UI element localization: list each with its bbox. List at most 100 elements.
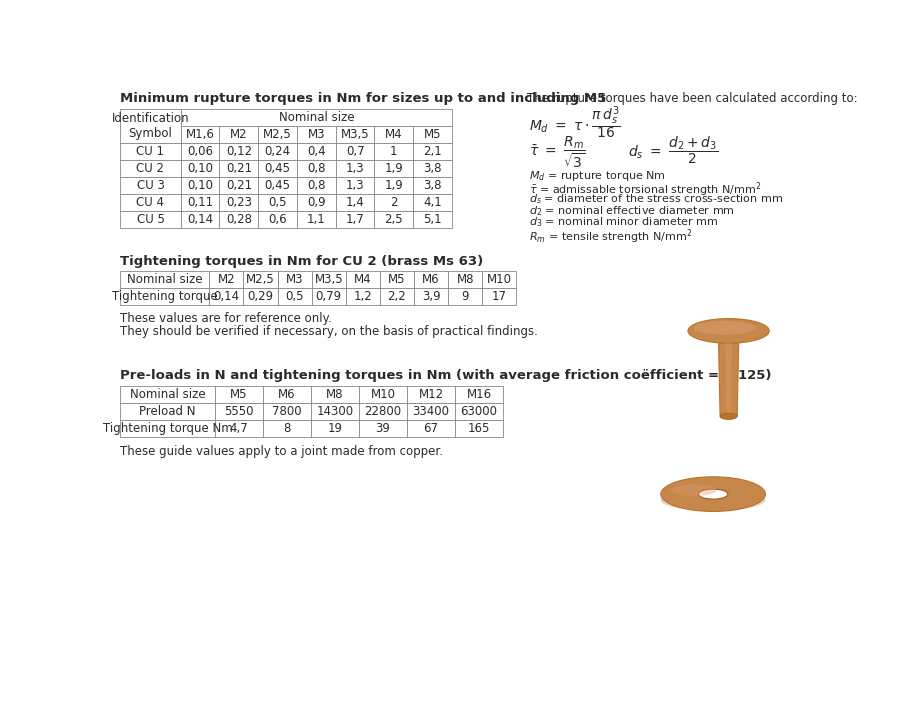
Text: $d_3$ = nominal minor diameter mm: $d_3$ = nominal minor diameter mm — [528, 215, 718, 229]
Bar — [181, 211, 220, 228]
Text: 0,24: 0,24 — [265, 145, 291, 158]
Text: $\bar{\tau}$ = admissable torsional strength N/mm$^2$: $\bar{\tau}$ = admissable torsional stre… — [528, 181, 761, 199]
Bar — [359, 403, 407, 420]
Bar — [220, 194, 258, 211]
Bar — [121, 109, 181, 143]
Text: M2,5: M2,5 — [263, 128, 292, 141]
Text: 3,8: 3,8 — [423, 162, 442, 175]
Text: 0,21: 0,21 — [226, 162, 252, 175]
Bar — [359, 386, 407, 403]
Text: 0,14: 0,14 — [187, 213, 213, 226]
Text: $M_d\ =\ \tau\cdot\dfrac{\pi\,d_s^3}{16}$: $M_d\ =\ \tau\cdot\dfrac{\pi\,d_s^3}{16}… — [528, 105, 620, 141]
Text: M2: M2 — [230, 128, 248, 141]
Text: 17: 17 — [491, 290, 507, 303]
Bar — [346, 288, 380, 305]
Text: 1,7: 1,7 — [346, 213, 365, 226]
Bar — [181, 126, 220, 143]
Text: 0,29: 0,29 — [248, 290, 274, 303]
Text: Tightening torque: Tightening torque — [112, 290, 218, 303]
Bar — [244, 271, 277, 288]
Text: M3,5: M3,5 — [314, 272, 343, 286]
Bar — [482, 288, 517, 305]
Text: M2,5: M2,5 — [246, 272, 274, 286]
Text: 0,8: 0,8 — [307, 179, 326, 192]
Text: The rupture torques have been calculated according to:: The rupture torques have been calculated… — [527, 92, 858, 105]
Text: M6: M6 — [278, 389, 296, 402]
Text: 1,9: 1,9 — [384, 179, 403, 192]
Text: These values are for reference only.: These values are for reference only. — [121, 313, 332, 326]
Text: 0,21: 0,21 — [226, 179, 252, 192]
Text: Minimum rupture torques in Nm for sizes up to and including M5: Minimum rupture torques in Nm for sizes … — [121, 92, 607, 105]
Text: M8: M8 — [326, 389, 344, 402]
Bar — [374, 177, 413, 194]
Bar — [121, 271, 210, 288]
Text: 0,45: 0,45 — [265, 179, 291, 192]
Text: 22800: 22800 — [364, 405, 401, 418]
Bar — [346, 271, 380, 288]
Bar — [413, 177, 452, 194]
Ellipse shape — [698, 489, 728, 499]
Bar — [374, 126, 413, 143]
Bar — [121, 194, 181, 211]
Text: $d_s\ =\ \dfrac{d_2+d_3}{2}$: $d_s\ =\ \dfrac{d_2+d_3}{2}$ — [628, 135, 718, 166]
Bar — [414, 271, 448, 288]
Text: 39: 39 — [375, 422, 391, 435]
Bar — [413, 194, 452, 211]
Bar — [121, 288, 210, 305]
Bar — [258, 211, 297, 228]
Text: M5: M5 — [424, 128, 441, 141]
Bar — [336, 143, 374, 160]
Text: M4: M4 — [354, 272, 372, 286]
Text: 1,9: 1,9 — [384, 162, 403, 175]
Text: Nominal size: Nominal size — [130, 389, 205, 402]
Bar — [455, 420, 503, 437]
Text: $M_d$ = rupture torque Nm: $M_d$ = rupture torque Nm — [528, 169, 665, 184]
Bar — [448, 271, 482, 288]
Bar — [121, 420, 215, 437]
Bar — [413, 143, 452, 160]
Bar — [121, 386, 215, 403]
Text: 1,3: 1,3 — [346, 162, 365, 175]
Text: Tightening torque Nm: Tightening torque Nm — [103, 422, 232, 435]
Text: 0,45: 0,45 — [265, 162, 291, 175]
Text: 0,11: 0,11 — [187, 196, 213, 209]
Text: 0,14: 0,14 — [213, 290, 239, 303]
Bar — [263, 403, 310, 420]
Bar — [374, 160, 413, 177]
Text: M3: M3 — [286, 272, 303, 286]
Bar — [121, 143, 181, 160]
Bar — [374, 211, 413, 228]
Text: 0,10: 0,10 — [187, 162, 213, 175]
Bar — [215, 420, 263, 437]
Text: 1: 1 — [390, 145, 398, 158]
Ellipse shape — [694, 321, 756, 335]
Text: $d_2$ = nominal effective diameter mm: $d_2$ = nominal effective diameter mm — [528, 204, 734, 218]
Text: M10: M10 — [371, 389, 395, 402]
Text: 5,1: 5,1 — [423, 213, 442, 226]
Bar — [336, 160, 374, 177]
Bar — [311, 271, 346, 288]
Text: 19: 19 — [328, 422, 342, 435]
Bar — [181, 143, 220, 160]
Bar — [121, 403, 215, 420]
Bar — [121, 177, 181, 194]
Bar — [220, 143, 258, 160]
Ellipse shape — [661, 490, 765, 511]
Text: 0,7: 0,7 — [346, 145, 365, 158]
Bar — [121, 211, 181, 228]
Text: M12: M12 — [418, 389, 444, 402]
Text: M4: M4 — [385, 128, 402, 141]
Text: 0,12: 0,12 — [226, 145, 252, 158]
Text: 5550: 5550 — [224, 405, 254, 418]
Bar — [258, 160, 297, 177]
Text: 8: 8 — [284, 422, 291, 435]
Text: 2: 2 — [390, 196, 398, 209]
Text: Preload N: Preload N — [140, 405, 196, 418]
Text: M1,6: M1,6 — [185, 128, 214, 141]
Bar — [413, 160, 452, 177]
Bar — [310, 420, 359, 437]
Bar — [210, 288, 244, 305]
Text: 0,8: 0,8 — [307, 162, 326, 175]
Bar — [181, 160, 220, 177]
Ellipse shape — [688, 318, 770, 343]
